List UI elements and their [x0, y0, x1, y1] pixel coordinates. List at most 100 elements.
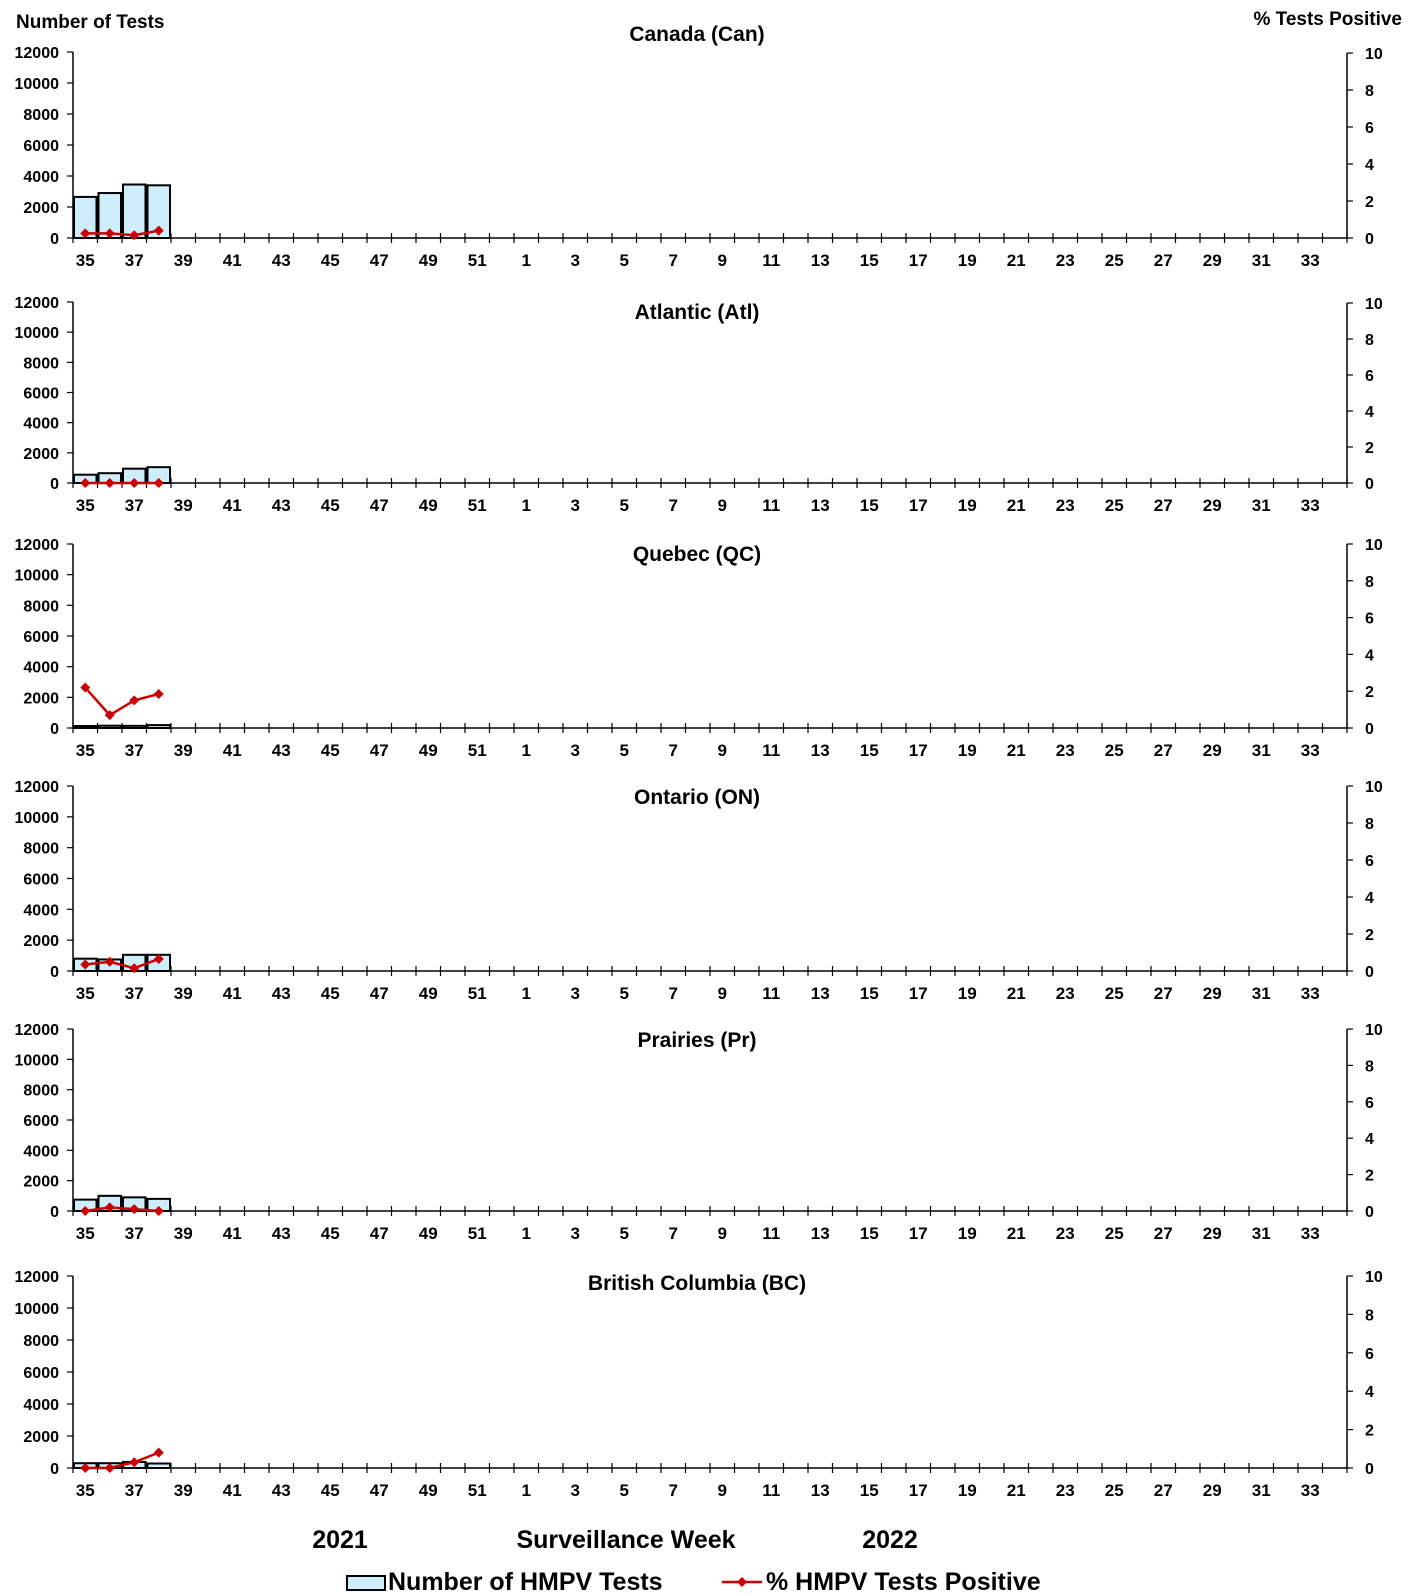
x-tick-label: 29 [1203, 496, 1222, 515]
x-tick-label: 31 [1252, 496, 1271, 515]
left-tick-label: 0 [50, 1204, 59, 1221]
x-tick-label: 15 [860, 251, 879, 270]
x-tick-label: 29 [1203, 251, 1222, 270]
x-tick-label: 35 [76, 984, 95, 1003]
x-tick-label: 23 [1056, 496, 1075, 515]
x-tick-label: 49 [419, 251, 438, 270]
left-tick-label: 8000 [23, 1333, 59, 1350]
x-tick-label: 43 [272, 984, 291, 1003]
pct-point [104, 710, 115, 721]
x-tick-label: 45 [321, 496, 340, 515]
x-tick-label: 5 [620, 1224, 629, 1243]
left-tick-label: 6000 [23, 872, 59, 889]
x-tick-label: 5 [620, 741, 629, 760]
left-tick-label: 8000 [23, 1083, 59, 1100]
x-tick-label: 1 [522, 1224, 531, 1243]
x-tick-label: 39 [174, 251, 193, 270]
x-tick-label: 41 [223, 1481, 242, 1500]
right-tick-label: 6 [1365, 1095, 1374, 1112]
x-tick-label: 25 [1105, 1224, 1124, 1243]
x-tick-label: 15 [860, 1481, 879, 1500]
x-tick-label: 51 [468, 741, 487, 760]
pct-point [80, 228, 91, 239]
x-tick-label: 7 [669, 496, 678, 515]
x-tick-label: 9 [718, 496, 727, 515]
x-tick-label: 39 [174, 496, 193, 515]
x-tick-label: 27 [1154, 1224, 1173, 1243]
left-tick-label: 12000 [15, 779, 60, 796]
x-tick-label: 35 [76, 1224, 95, 1243]
left-tick-label: 4000 [23, 660, 59, 677]
x-tick-label: 41 [223, 1224, 242, 1243]
x-tick-label: 33 [1301, 496, 1320, 515]
right-tick-label: 10 [1365, 1269, 1383, 1286]
x-tick-label: 7 [669, 1224, 678, 1243]
left-tick-label: 0 [50, 476, 59, 493]
x-tick-label: 27 [1154, 741, 1173, 760]
pct-line [85, 957, 160, 970]
x-tick-label: 51 [468, 1224, 487, 1243]
x-tick-label: 3 [571, 1481, 580, 1500]
right-tick-label: 0 [1365, 964, 1374, 981]
right-tick-label: 0 [1365, 721, 1374, 738]
left-tick-label: 4000 [23, 416, 59, 433]
x-tick-label: 1 [522, 1481, 531, 1500]
x-tick-label: 19 [958, 741, 977, 760]
x-tick-label: 47 [370, 984, 389, 1003]
left-axis-title: Number of Tests [16, 12, 165, 33]
x-tick-label: 5 [620, 984, 629, 1003]
x-tick-label: 19 [958, 251, 977, 270]
pct-point [104, 228, 115, 239]
pct-point [129, 695, 140, 706]
x-tick-label: 25 [1105, 496, 1124, 515]
right-tick-label: 10 [1365, 296, 1383, 313]
x-tick-label: 41 [223, 496, 242, 515]
pct-point [80, 682, 91, 693]
left-tick-label: 12000 [15, 1269, 60, 1286]
x-tick-label: 29 [1203, 1481, 1222, 1500]
x-tick-label: 45 [321, 984, 340, 1003]
x-tick-label: 33 [1301, 984, 1320, 1003]
x-tick-label: 49 [419, 496, 438, 515]
x-tick-label: 19 [958, 496, 977, 515]
x-tick-label: 1 [522, 251, 531, 270]
left-tick-label: 10000 [15, 1052, 60, 1069]
pct-point [80, 959, 91, 970]
left-tick-label: 6000 [23, 1365, 59, 1382]
x-tick-label: 13 [811, 1224, 830, 1243]
x-tick-label: 13 [811, 984, 830, 1003]
x-tick-label: 19 [958, 1481, 977, 1500]
x-tick-label: 37 [125, 1481, 144, 1500]
legend: Number of HMPV Tests % HMPV Tests Positi… [346, 1568, 1041, 1594]
x-tick-label: 41 [223, 984, 242, 1003]
x-tick-label: 29 [1203, 741, 1222, 760]
right-tick-label: 6 [1365, 120, 1374, 137]
x-tick-label: 15 [860, 1224, 879, 1243]
year-label-2021: 2021 [312, 1526, 368, 1554]
left-tick-label: 10000 [15, 76, 60, 93]
x-tick-label: 45 [321, 741, 340, 760]
panel-3: Ontario (ON) 0 2000 4000 6000 8000 10000 12000 0… [15, 779, 1383, 1003]
x-tick-label: 3 [571, 741, 580, 760]
right-tick-label: 4 [1365, 647, 1374, 664]
left-tick-label: 10000 [15, 1301, 60, 1318]
left-tick-label: 6000 [23, 386, 59, 403]
x-tick-label: 23 [1056, 1224, 1075, 1243]
left-tick-label: 4000 [23, 1143, 59, 1160]
x-tick-label: 43 [272, 251, 291, 270]
x-tick-label: 9 [718, 1481, 727, 1500]
x-tick-label: 31 [1252, 1224, 1271, 1243]
x-tick-label: 9 [718, 251, 727, 270]
x-tick-label: 5 [620, 1481, 629, 1500]
panel-title: Ontario (ON) [634, 786, 760, 809]
left-tick-label: 10000 [15, 568, 60, 585]
x-tick-label: 45 [321, 1224, 340, 1243]
x-tick-label: 19 [958, 984, 977, 1003]
right-tick-label: 0 [1365, 1461, 1374, 1478]
x-tick-label: 11 [762, 496, 780, 515]
panel-title: Prairies (Pr) [637, 1029, 756, 1052]
left-tick-label: 4000 [23, 1397, 59, 1414]
left-tick-label: 10000 [15, 810, 60, 827]
x-tick-label: 3 [571, 251, 580, 270]
x-tick-label: 25 [1105, 1481, 1124, 1500]
